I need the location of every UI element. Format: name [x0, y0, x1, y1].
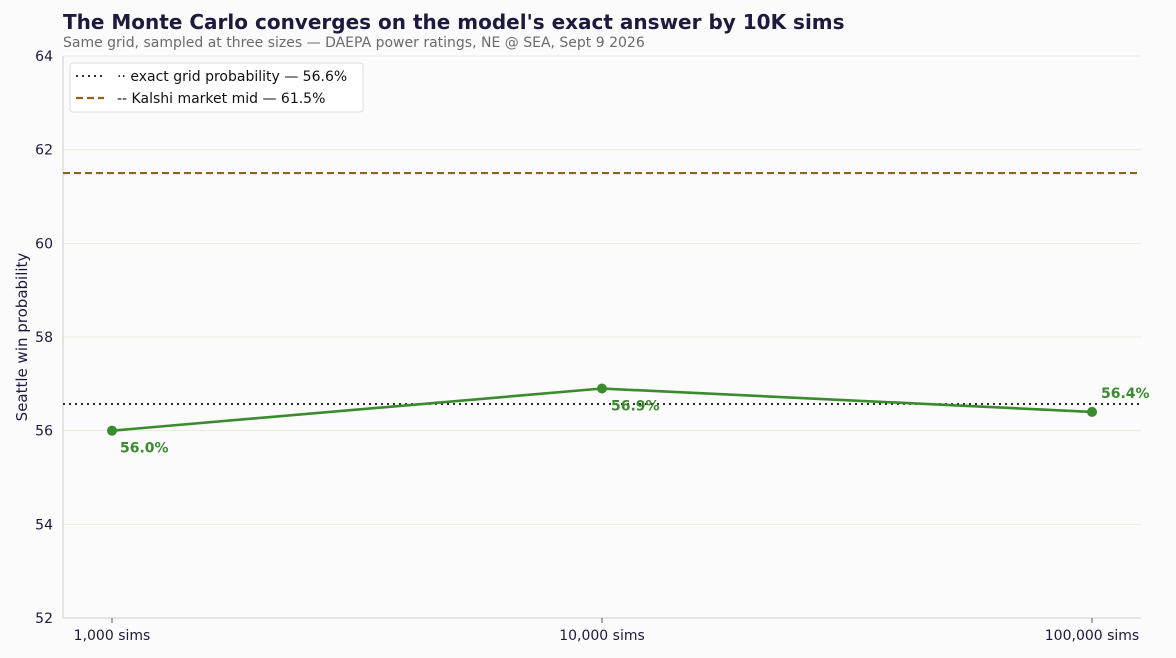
legend: ·· exact grid probability — 56.6% -- Kals…: [69, 62, 364, 113]
y-axis-label: Seattle win probability: [13, 253, 31, 422]
data-point: [597, 383, 607, 394]
x-tick-label: 1,000 sims: [74, 628, 151, 644]
chart-title: The Monte Carlo converges on the model's…: [63, 10, 845, 34]
gridlines: [63, 55, 1141, 619]
y-tick-label: 54: [35, 517, 53, 533]
reference-lines: [63, 171, 1141, 405]
chart-subtitle: Same grid, sampled at three sizes — DAEP…: [63, 35, 645, 51]
x-tick-label: 100,000 sims: [1045, 628, 1139, 644]
data-point: [107, 425, 117, 436]
data-label: 56.0%: [120, 441, 169, 457]
y-tick-label: 62: [35, 143, 53, 159]
data-point: [1087, 406, 1097, 417]
data-label: 56.4%: [1101, 386, 1150, 402]
data-label: 56.9%: [611, 399, 660, 415]
legend-label: ·· exact grid probability — 56.6%: [117, 69, 347, 85]
y-tick-label: 60: [35, 236, 53, 252]
y-tick-label: 52: [35, 611, 53, 627]
series-layer: 56.0% 56.9% 56.4%: [107, 383, 1150, 457]
series-line: [111, 387, 1093, 432]
y-tick-label: 56: [35, 424, 53, 440]
axes: [62, 56, 1141, 623]
y-tick-label: 64: [35, 49, 53, 65]
y-tick-label: 58: [35, 330, 53, 346]
x-tick-label: 10,000 sims: [559, 628, 645, 644]
legend-label: -- Kalshi market mid — 61.5%: [117, 91, 325, 107]
tick-labels: 52 54 56 58 60 62 64 1,000 sims 10,000 sims 100,0…: [35, 49, 1139, 644]
